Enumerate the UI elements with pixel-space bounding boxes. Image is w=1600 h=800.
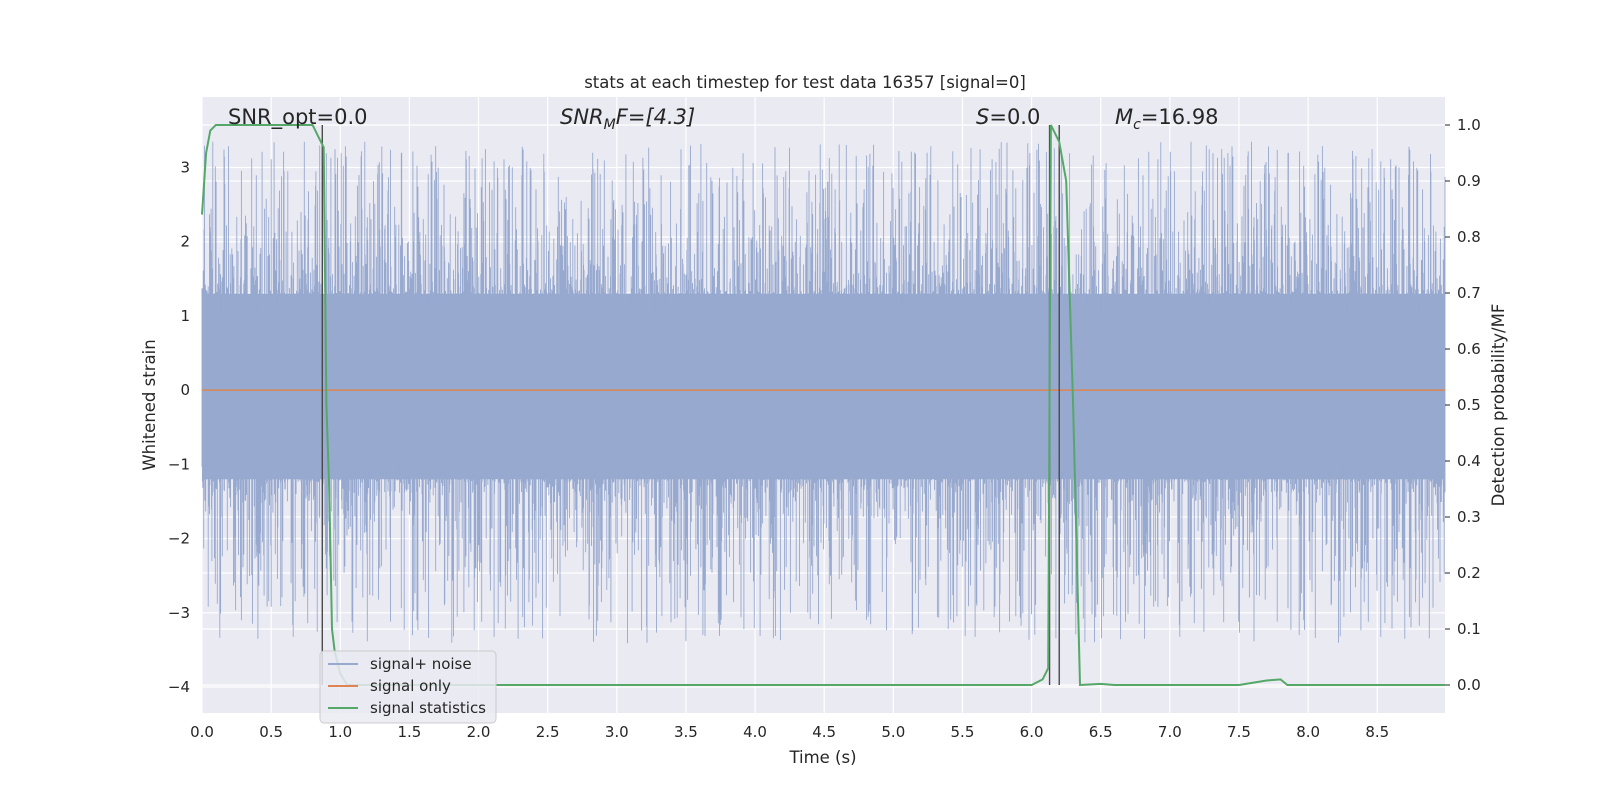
line-series: [201, 124, 1445, 687]
y-tick-label: 0: [180, 381, 190, 399]
x-tick-label: 0.0: [190, 723, 214, 741]
y2-tick-label: 0.7: [1457, 284, 1481, 302]
annotation-snr-mf: SNRMF=[4.3]: [560, 105, 695, 133]
x-tick-label: 3.5: [674, 723, 698, 741]
x-tick-label: 7.5: [1227, 723, 1251, 741]
y2-tick-label: 0.9: [1457, 172, 1481, 190]
y2-tick-label: 1.0: [1457, 116, 1481, 134]
x-tick-label: 4.0: [743, 723, 767, 741]
y2-tick-label: 0.5: [1457, 396, 1481, 414]
signal-statistics-line: [201, 124, 1445, 687]
x-tick-label: 3.0: [605, 723, 629, 741]
y-tick-label: 3: [180, 159, 190, 177]
y-axis-label: Whitened strain: [140, 339, 159, 470]
x-tick-label: 6.5: [1089, 723, 1113, 741]
x-axis-ticks: 0.0 0.5 1.0 1.5 2.0 2.5 3.0 3.5 4.0 4.5 5.0 5.5 6.0 6…: [190, 723, 1389, 741]
y-tick-label: −3: [168, 604, 190, 622]
y2-axis-label: Detection probability/MF: [1489, 304, 1508, 507]
annotation-s: S=0.0: [976, 105, 1040, 129]
x-tick-label: 6.0: [1020, 723, 1044, 741]
y-tick-label: −1: [168, 455, 190, 473]
signal-noise-trace: [201, 141, 1446, 644]
x-tick-label: 1.0: [328, 723, 352, 741]
y2-tick-label: 0.4: [1457, 452, 1481, 470]
y-tick-label: 2: [180, 233, 190, 251]
y2-tick-label: 0.0: [1457, 676, 1481, 694]
x-tick-label: 7.0: [1158, 723, 1182, 741]
y-tick-label: 1: [180, 307, 190, 325]
y2-tick-label: 0.1: [1457, 620, 1481, 638]
signal-noise-series: [201, 141, 1446, 644]
y-tick-label: −4: [168, 678, 190, 696]
y-tick-label: −2: [168, 530, 190, 548]
x-tick-label: 5.0: [881, 723, 905, 741]
y-axis-ticks: 3 2 1 0 −1 −2 −3 −4: [168, 159, 190, 697]
y2-tick-label: 0.8: [1457, 228, 1481, 246]
legend: signal+ noise signal only signal statist…: [319, 650, 497, 724]
x-tick-label: 8.5: [1365, 723, 1389, 741]
x-tick-label: 0.5: [259, 723, 283, 741]
y2-tick-label: 0.6: [1457, 340, 1481, 358]
y2-tick-label: 0.3: [1457, 508, 1481, 526]
legend-box: [319, 650, 497, 724]
x-tick-label: 8.0: [1296, 723, 1320, 741]
annotation-mc: Mc=16.98: [1115, 105, 1219, 133]
x-tick-label: 4.5: [812, 723, 836, 741]
chart-title: stats at each timestep for test data 163…: [584, 73, 1026, 92]
annotation-snr-opt: SNR_opt=0.0: [228, 105, 368, 130]
legend-label-signal-only: signal only: [370, 677, 451, 695]
legend-label-signal-noise: signal+ noise: [370, 655, 472, 673]
y2-axis-ticks: 1.0 0.9 0.8 0.7 0.6 0.5 0.4 0.3 0.2 0.1 0.0: [1445, 116, 1481, 694]
y2-tick-label: 0.2: [1457, 564, 1481, 582]
x-tick-label: 5.5: [951, 723, 975, 741]
x-tick-label: 2.5: [536, 723, 560, 741]
x-tick-label: 2.0: [467, 723, 491, 741]
x-tick-label: 1.5: [397, 723, 421, 741]
legend-label-signal-statistics: signal statistics: [370, 699, 486, 717]
x-axis-label: Time (s): [788, 748, 856, 767]
